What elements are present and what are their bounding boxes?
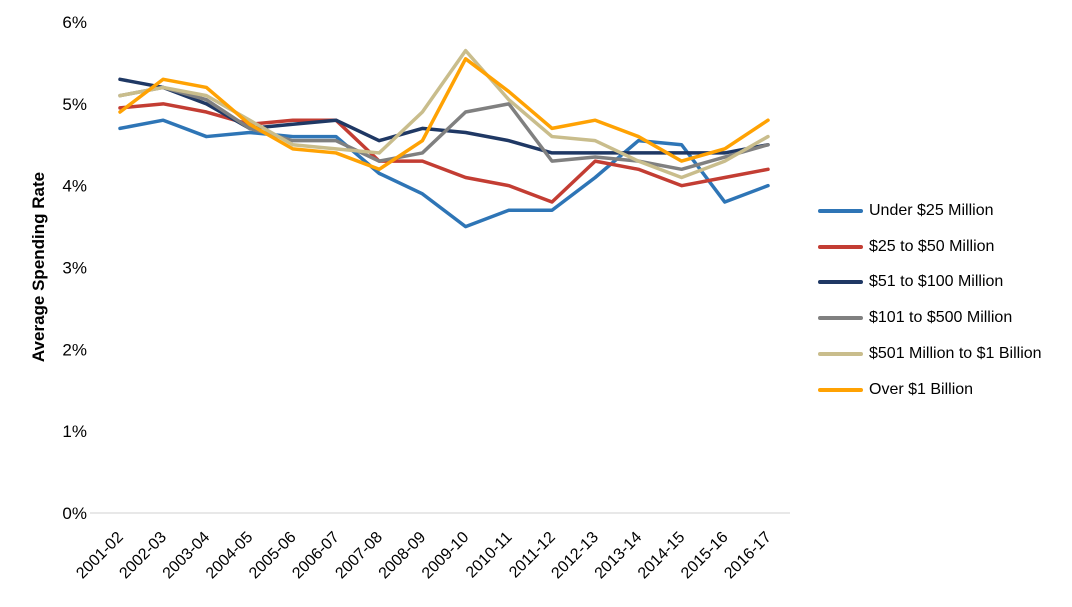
series-line-5 (118, 57, 770, 172)
y-tick-label: 1% (62, 422, 87, 441)
legend-label: $51 to $100 Million (869, 273, 1004, 291)
series-line-3 (118, 85, 770, 172)
series-line-1 (118, 102, 770, 204)
x-tick-label: 2007-08 (332, 529, 386, 583)
legend-item: $501 Million to $1 Billion (818, 336, 1042, 372)
x-tick-label: 2010-11 (463, 529, 516, 582)
legend-label: $25 to $50 Million (869, 237, 995, 255)
legend-swatch-icon (818, 387, 863, 392)
x-tick-label: 2009-10 (419, 529, 473, 583)
legend-item: Over $1 Billion (818, 372, 1042, 408)
x-tick-label: 2016-17 (721, 529, 775, 583)
x-tick-label: 2005-06 (246, 529, 300, 583)
y-tick-label: 6% (62, 13, 87, 32)
legend-swatch-icon (818, 280, 863, 285)
legend-swatch-icon (818, 352, 863, 357)
x-tick-label: 2013-14 (592, 529, 646, 583)
axis-layer: 0% 1% 2% 3% 4% 5% 6% 2001-022002-032003-042004-… (62, 13, 790, 582)
x-tick-label: 2015-16 (678, 529, 732, 583)
legend-label: Under $25 Million (869, 201, 994, 219)
legend-swatch-icon (818, 316, 863, 321)
x-tick-label: 2012-13 (548, 529, 602, 583)
legend-label: $501 Million to $1 Billion (869, 345, 1042, 363)
x-tick-label: 2001-02 (73, 529, 127, 583)
legend-item: $101 to $500 Million (818, 300, 1042, 336)
series-layer (118, 48, 770, 229)
series-line-0 (118, 118, 770, 229)
x-tick-label: 2004-05 (203, 529, 257, 583)
legend-item: Under $25 Million (818, 193, 1042, 229)
y-axis-title: Average Spending Rate (29, 172, 48, 362)
y-tick-label: 0% (62, 504, 87, 523)
x-tick-label: 2014-15 (635, 529, 689, 583)
y-tick-label: 2% (62, 340, 87, 359)
x-tick-label: 2002-03 (116, 529, 170, 583)
y-tick-label: 3% (62, 259, 87, 278)
legend-swatch-icon (818, 244, 863, 249)
legend-swatch-icon (818, 208, 863, 213)
chart-legend: Under $25 Million $25 to $50 Million $51 t… (818, 193, 1042, 408)
y-tick-label: 5% (62, 95, 87, 114)
legend-label: $101 to $500 Million (869, 309, 1013, 327)
x-tick-label: 2008-09 (376, 529, 430, 583)
x-tick-label: 2006-07 (289, 529, 343, 583)
x-tick-label: 2003-04 (160, 529, 214, 583)
legend-item: $51 to $100 Million (818, 265, 1042, 301)
legend-item: $25 to $50 Million (818, 229, 1042, 265)
y-tick-label: 4% (62, 177, 87, 196)
legend-label: Over $1 Billion (869, 380, 974, 398)
